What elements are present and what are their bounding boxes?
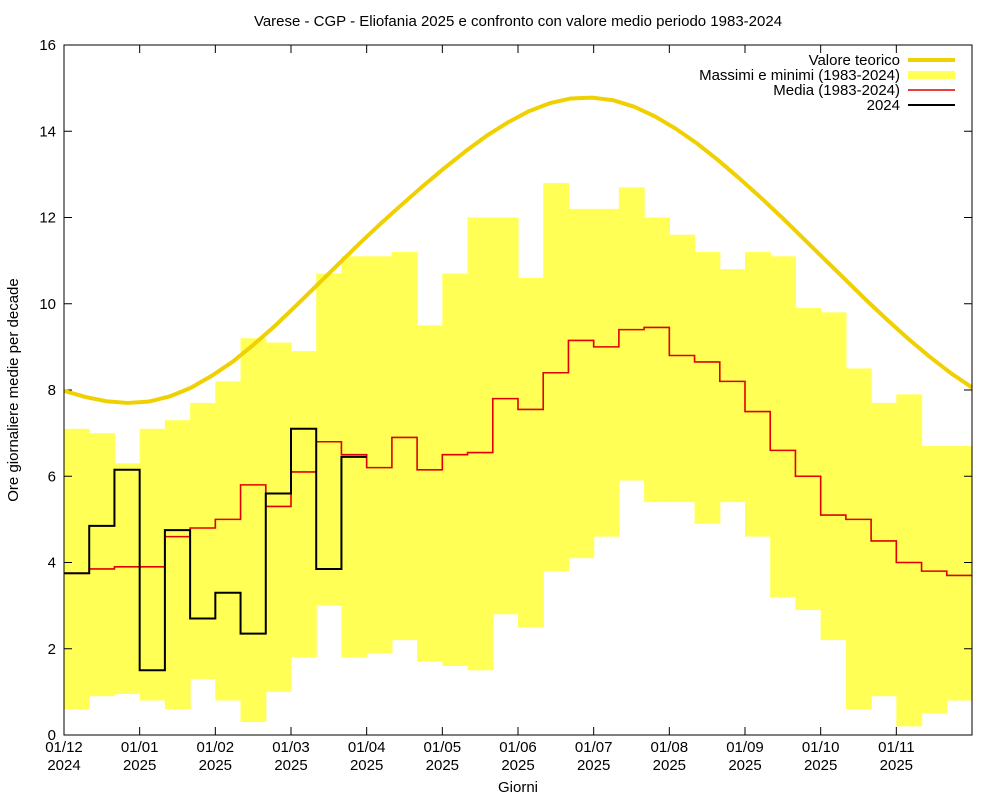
x-tick-label-year: 2025 — [426, 757, 459, 774]
x-tick-label-year: 2025 — [350, 757, 383, 774]
x-tick-label-year: 2025 — [501, 757, 534, 774]
x-tick-label-year: 2025 — [274, 757, 307, 774]
band-decade-16 — [442, 273, 469, 666]
band-decade-29 — [770, 256, 797, 597]
y-tick-label: 16 — [39, 37, 56, 54]
legend-label: 2024 — [867, 97, 900, 114]
band-decade-10 — [291, 351, 317, 658]
x-tick-label-year: 2025 — [123, 757, 156, 774]
band-decade-30 — [795, 308, 822, 610]
band-decade-28 — [745, 252, 771, 537]
band-decade-7 — [215, 381, 242, 701]
x-tick-label-date: 01/07 — [575, 739, 613, 756]
plot-frame — [63, 44, 973, 736]
band-decade-36 — [946, 446, 973, 701]
x-tick-label-year: 2025 — [577, 757, 610, 774]
x-tick-label-year: 2025 — [653, 757, 686, 774]
band-decade-2 — [89, 433, 116, 697]
band-decade-23 — [618, 187, 645, 481]
tick-labels: 024681012141601/12202401/01202501/022025… — [39, 37, 914, 774]
x-tick-label-date: 01/08 — [651, 739, 689, 756]
legend-label: Valore teorico — [809, 52, 900, 69]
band-decade-26 — [694, 252, 721, 524]
y-tick-label: 10 — [39, 296, 56, 313]
series-line-valore-teorico — [63, 95, 974, 405]
band-decade-8 — [240, 338, 267, 723]
band-decade-3 — [114, 463, 141, 695]
band-decade-32 — [845, 368, 872, 710]
y-tick-label: 14 — [39, 123, 56, 140]
y-tick-label: 12 — [39, 210, 56, 227]
band-decade-1 — [64, 428, 90, 710]
x-tick-label-date: 01/06 — [499, 739, 537, 756]
y-tick-label: 8 — [48, 382, 56, 399]
x-tick-label-year: 2025 — [804, 757, 837, 774]
band-decade-6 — [190, 402, 216, 679]
x-tick-label-date: 01/01 — [121, 739, 159, 756]
x-tick-label-year: 2024 — [47, 757, 80, 774]
y-axis-label: Ore giornaliere medie per decade — [5, 278, 22, 501]
y-tick-label: 6 — [48, 468, 56, 485]
band-decade-5 — [164, 420, 191, 710]
x-axis-label: Giorni — [498, 779, 538, 796]
x-tick-label-date: 01/03 — [272, 739, 310, 756]
x-tick-label-date: 01/09 — [726, 739, 764, 756]
x-tick-label-date: 01/05 — [424, 739, 462, 756]
y-tick-label: 4 — [48, 555, 56, 572]
chart-title: Varese - CGP - Eliofania 2025 e confront… — [254, 13, 782, 30]
band-decade-35 — [921, 446, 948, 714]
x-tick-label-date: 01/10 — [802, 739, 840, 756]
band-decade-25 — [669, 234, 696, 503]
x-tick-label-date: 01/02 — [197, 739, 235, 756]
band-decade-24 — [644, 217, 670, 503]
y-tick-label: 0 — [48, 727, 56, 744]
band-decade-18 — [492, 217, 519, 615]
legend-swatch — [908, 71, 955, 79]
band-decade-15 — [417, 325, 443, 662]
band-decade-33 — [871, 402, 897, 697]
legend-label: Media (1983-2024) — [773, 82, 900, 99]
x-tick-label-date: 01/12 — [45, 739, 83, 756]
band-decade-11 — [316, 273, 343, 606]
band-decade-19 — [518, 277, 544, 628]
x-tick-label-date: 01/11 — [878, 739, 914, 756]
series-line-2024 — [64, 427, 367, 672]
band-decade-22 — [593, 208, 620, 537]
legend-label: Massimi e minimi (1983-2024) — [699, 67, 900, 84]
band-decade-4 — [139, 428, 166, 701]
series-line-media-1983-2024- — [64, 326, 972, 577]
band-decade-17 — [467, 217, 494, 671]
band-decade-31 — [820, 312, 847, 641]
x-tick-label-year: 2025 — [199, 757, 232, 774]
band-decade-13 — [366, 256, 393, 654]
band-decade-27 — [719, 269, 746, 503]
x-tick-label-year: 2025 — [880, 757, 913, 774]
x-tick-label-date: 01/04 — [348, 739, 386, 756]
band-decade-9 — [265, 342, 292, 692]
series-lines — [63, 95, 974, 672]
y-tick-label: 2 — [48, 641, 56, 658]
band-decade-14 — [391, 252, 418, 641]
x-tick-label-year: 2025 — [728, 757, 761, 774]
band-decade-34 — [896, 394, 923, 727]
band-decade-21 — [568, 208, 595, 559]
band-decade-20 — [543, 183, 570, 572]
min-max-band — [64, 183, 973, 727]
